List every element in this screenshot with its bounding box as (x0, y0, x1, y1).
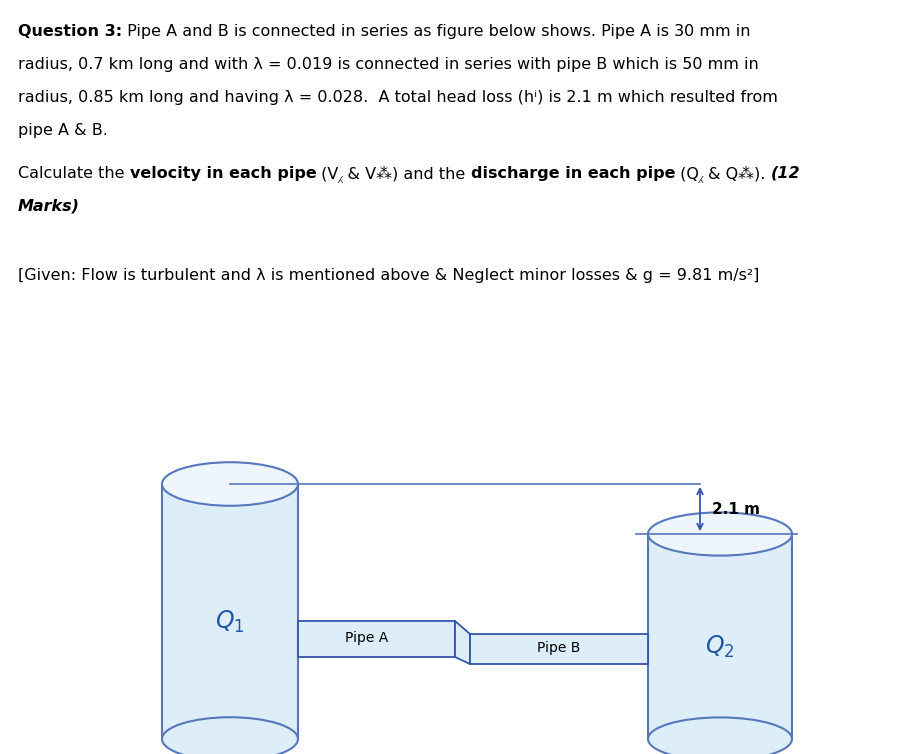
Text: Pipe A: Pipe A (345, 631, 388, 645)
Text: velocity in each pipe: velocity in each pipe (130, 166, 316, 181)
Text: [Given: Flow is turbulent and λ is mentioned above & Neglect minor losses & g = : [Given: Flow is turbulent and λ is menti… (18, 268, 760, 284)
Text: (Q⁁ & Q⁂).: (Q⁁ & Q⁂). (675, 166, 771, 183)
Polygon shape (298, 621, 455, 657)
Text: pipe A & B.: pipe A & B. (18, 123, 108, 138)
Polygon shape (162, 484, 298, 739)
Text: Pipe A and B is connected in series as figure below shows. Pipe A is 30 mm in: Pipe A and B is connected in series as f… (122, 24, 751, 39)
Ellipse shape (648, 717, 792, 754)
Polygon shape (455, 621, 470, 664)
Text: Calculate the: Calculate the (18, 166, 130, 181)
Polygon shape (470, 634, 648, 664)
Text: (V⁁ & V⁂) and the: (V⁁ & V⁂) and the (316, 166, 471, 183)
Text: radius, 0.85 km long and having λ = 0.028.  A total head loss (hⁱ) is 2.1 m whic: radius, 0.85 km long and having λ = 0.02… (18, 90, 778, 105)
Text: Pipe B: Pipe B (538, 641, 581, 655)
Text: (12: (12 (771, 166, 800, 181)
Text: $Q_2$: $Q_2$ (705, 633, 735, 660)
Text: discharge in each pipe: discharge in each pipe (471, 166, 675, 181)
Text: Marks): Marks) (18, 199, 80, 214)
Text: 2.1 m: 2.1 m (712, 501, 760, 516)
Text: $Q_1$: $Q_1$ (215, 608, 244, 635)
Text: Question 3:: Question 3: (18, 24, 122, 39)
Text: radius, 0.7 km long and with λ = 0.019 is connected in series with pipe B which : radius, 0.7 km long and with λ = 0.019 i… (18, 57, 759, 72)
Ellipse shape (648, 513, 792, 556)
Ellipse shape (162, 462, 298, 506)
Ellipse shape (162, 717, 298, 754)
Polygon shape (648, 534, 792, 739)
